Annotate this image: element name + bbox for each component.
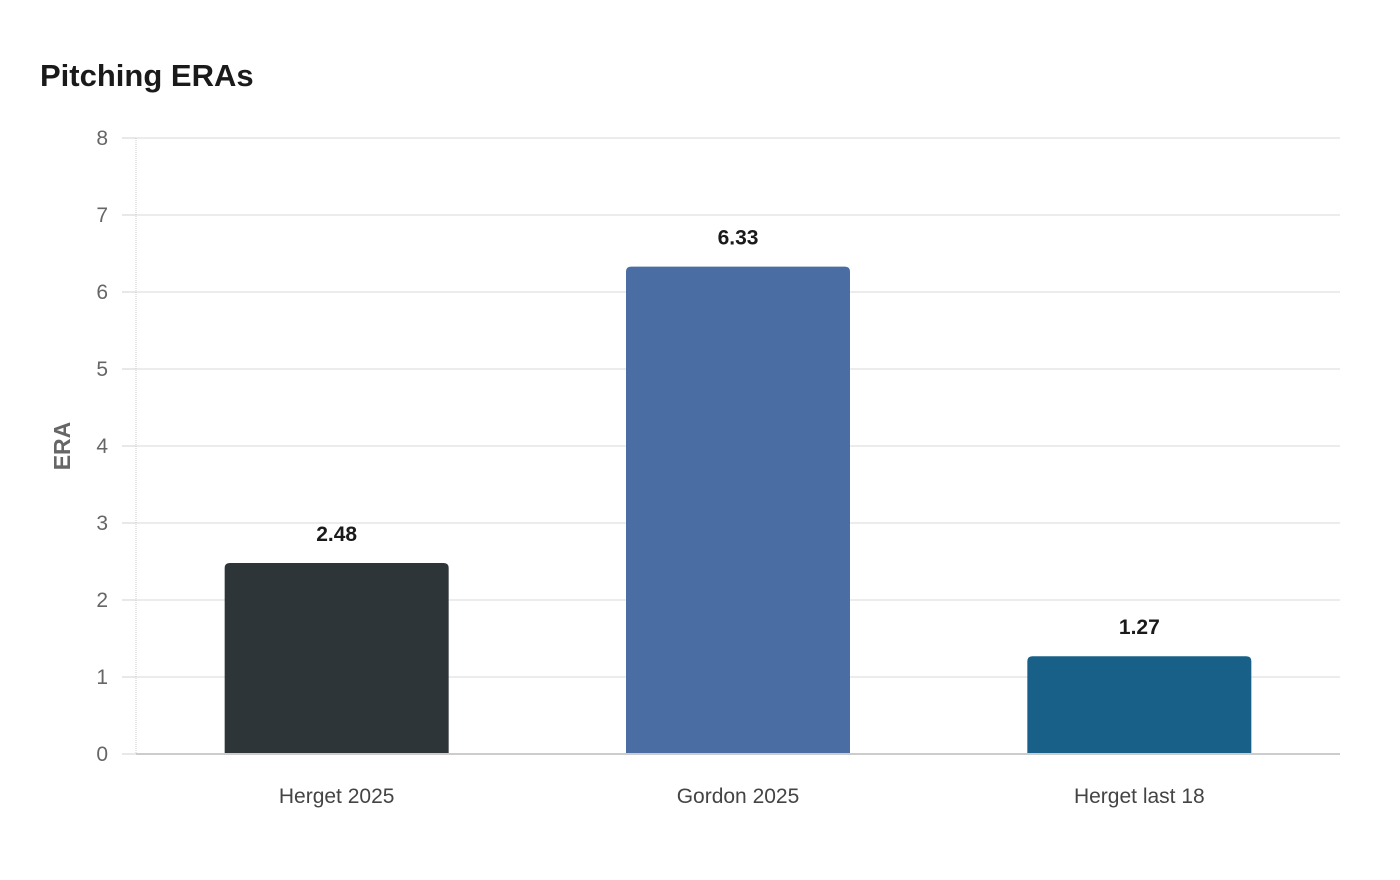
y-tick-label: 4 (96, 435, 108, 458)
bar[interactable] (224, 563, 449, 754)
y-tick-label: 5 (96, 358, 108, 381)
bar-value-label: 1.27 (1119, 616, 1160, 639)
y-tick-label: 8 (96, 127, 108, 150)
y-tick-label: 1 (96, 666, 108, 689)
y-tick-label: 2 (96, 589, 108, 612)
bar[interactable] (1027, 656, 1252, 754)
y-tick-label: 3 (96, 512, 108, 535)
y-tick-label: 0 (96, 743, 108, 766)
bar-value-label: 6.33 (718, 227, 759, 250)
bar-value-label: 2.48 (316, 523, 357, 546)
x-tick-label: Herget last 18 (1074, 785, 1205, 808)
x-tick-label: Gordon 2025 (677, 785, 800, 808)
y-tick-label: 6 (96, 281, 108, 304)
chart-title: Pitching ERAs (40, 58, 254, 93)
bar[interactable] (626, 266, 850, 754)
y-tick-label: 7 (96, 204, 108, 227)
x-tick-label: Herget 2025 (279, 785, 395, 808)
y-axis-title: ERA (49, 422, 75, 471)
